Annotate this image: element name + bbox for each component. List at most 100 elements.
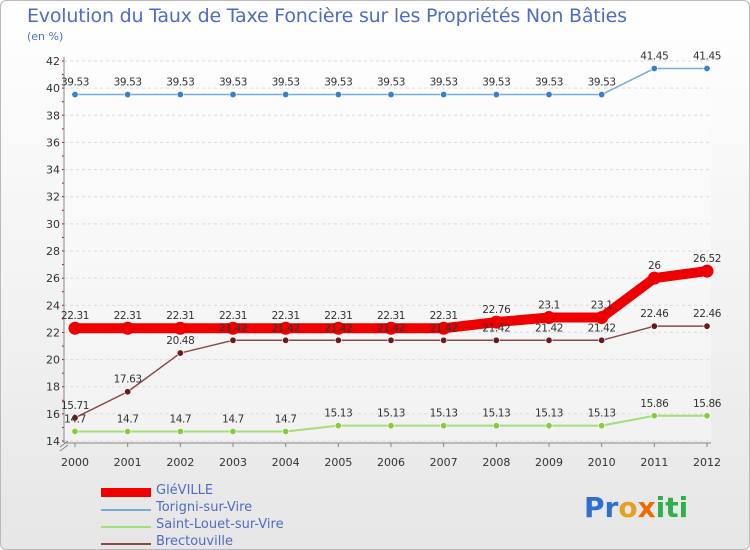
data-label: 39.53 [535, 77, 563, 89]
data-label: 26 [648, 260, 661, 272]
data-label: 39.53 [166, 77, 194, 89]
data-point [176, 349, 184, 357]
data-label: 39.53 [219, 77, 247, 89]
data-label: 22.46 [640, 308, 669, 320]
data-label: 39.53 [61, 77, 89, 89]
logo-letter: x [637, 491, 656, 524]
data-point [124, 427, 132, 435]
y-tick-label: 32 [46, 191, 60, 204]
legend-label: Brectouville [156, 534, 233, 549]
data-point [703, 412, 711, 420]
x-tick-label: 2001 [114, 456, 142, 469]
data-label: 22.31 [114, 310, 142, 322]
x-tick-label: 2005 [324, 456, 352, 469]
x-tick-label: 2009 [535, 456, 563, 469]
data-label: 26.52 [693, 253, 721, 265]
data-label: 21.42 [430, 322, 458, 334]
data-point [384, 321, 398, 335]
data-label: 22.31 [377, 310, 405, 322]
data-label: 15.71 [61, 400, 89, 412]
data-label: 15.13 [588, 408, 616, 420]
logo-letter: t [665, 491, 679, 524]
y-tick-label: 26 [46, 272, 60, 285]
data-label: 39.53 [482, 77, 510, 89]
data-point [282, 336, 290, 344]
data-point [334, 91, 342, 99]
x-tick-label: 2003 [219, 456, 247, 469]
data-point [387, 422, 395, 430]
y-tick-label: 20 [46, 354, 60, 367]
data-label: 41.45 [640, 50, 668, 62]
data-label: 15.13 [324, 408, 352, 420]
chart-title: Evolution du Taux de Taxe Foncière sur l… [27, 5, 627, 27]
data-point [282, 91, 290, 99]
data-label: 39.53 [588, 77, 616, 89]
legend-swatch [101, 543, 151, 545]
data-label: 20.48 [166, 335, 194, 347]
x-tick-label: 2002 [166, 456, 194, 469]
legend-label: GléVILLE [156, 483, 214, 498]
logo-letter: r [604, 491, 619, 524]
y-tick-label: 30 [46, 218, 60, 231]
data-point [598, 336, 606, 344]
data-point [71, 91, 79, 99]
data-point [334, 422, 342, 430]
data-point [700, 264, 714, 278]
data-point [595, 311, 609, 324]
data-label: 21.42 [219, 322, 247, 334]
data-point [650, 64, 658, 72]
data-label: 15.13 [535, 408, 563, 420]
data-point [229, 336, 237, 344]
data-label: 39.53 [430, 77, 458, 89]
proxiti-logo: Proxiti [584, 491, 688, 524]
data-label: 39.53 [377, 77, 405, 89]
data-point [176, 427, 184, 435]
legend-swatch [101, 509, 151, 511]
data-label: 22.31 [166, 310, 194, 322]
data-point [647, 271, 661, 285]
data-point [124, 91, 132, 99]
y-tick-label: 22 [46, 326, 60, 339]
data-point [650, 412, 658, 420]
data-label: 22.31 [219, 310, 247, 322]
logo-letter: o [618, 491, 638, 524]
y-tick-label: 14 [46, 435, 60, 448]
axis-break-mark [59, 440, 69, 448]
data-label: 21.42 [272, 322, 300, 334]
data-label: 22.31 [272, 310, 300, 322]
data-label: 21.42 [324, 322, 352, 334]
legend-label: Torigni-sur-Vire [156, 500, 253, 515]
data-point [650, 322, 658, 330]
data-point [387, 336, 395, 344]
y-tick-label: 16 [46, 408, 60, 421]
data-point [331, 321, 345, 335]
data-point [545, 91, 553, 99]
data-point [282, 427, 290, 435]
data-label: 22.31 [430, 310, 458, 322]
data-label: 17.63 [114, 374, 142, 386]
data-label: 14.7 [117, 414, 139, 426]
data-label: 15.13 [430, 408, 458, 420]
data-point [440, 422, 448, 430]
data-point [492, 91, 500, 99]
data-point [703, 64, 711, 72]
data-label: 21.42 [588, 322, 616, 334]
data-point [440, 91, 448, 99]
data-label: 22.31 [61, 310, 89, 322]
data-label: 39.53 [324, 77, 352, 89]
data-label: 14.7 [169, 414, 191, 426]
data-point [489, 315, 503, 329]
data-point [703, 322, 711, 330]
data-label: 23.1 [591, 300, 613, 312]
data-label: 15.86 [693, 398, 722, 410]
legend-swatch [101, 526, 151, 528]
plot-area [64, 61, 711, 441]
x-tick-label: 2008 [482, 456, 510, 469]
data-label: 41.45 [693, 50, 721, 62]
data-point [71, 414, 79, 422]
data-label: 15.86 [640, 398, 669, 410]
data-point [229, 427, 237, 435]
logo-letter: i [678, 491, 689, 524]
